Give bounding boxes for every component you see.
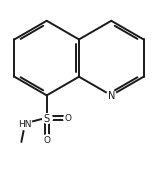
Text: S: S [44, 114, 50, 124]
Text: O: O [65, 114, 72, 123]
Text: N: N [108, 91, 115, 101]
Text: O: O [43, 136, 50, 145]
Text: HN: HN [18, 120, 32, 129]
